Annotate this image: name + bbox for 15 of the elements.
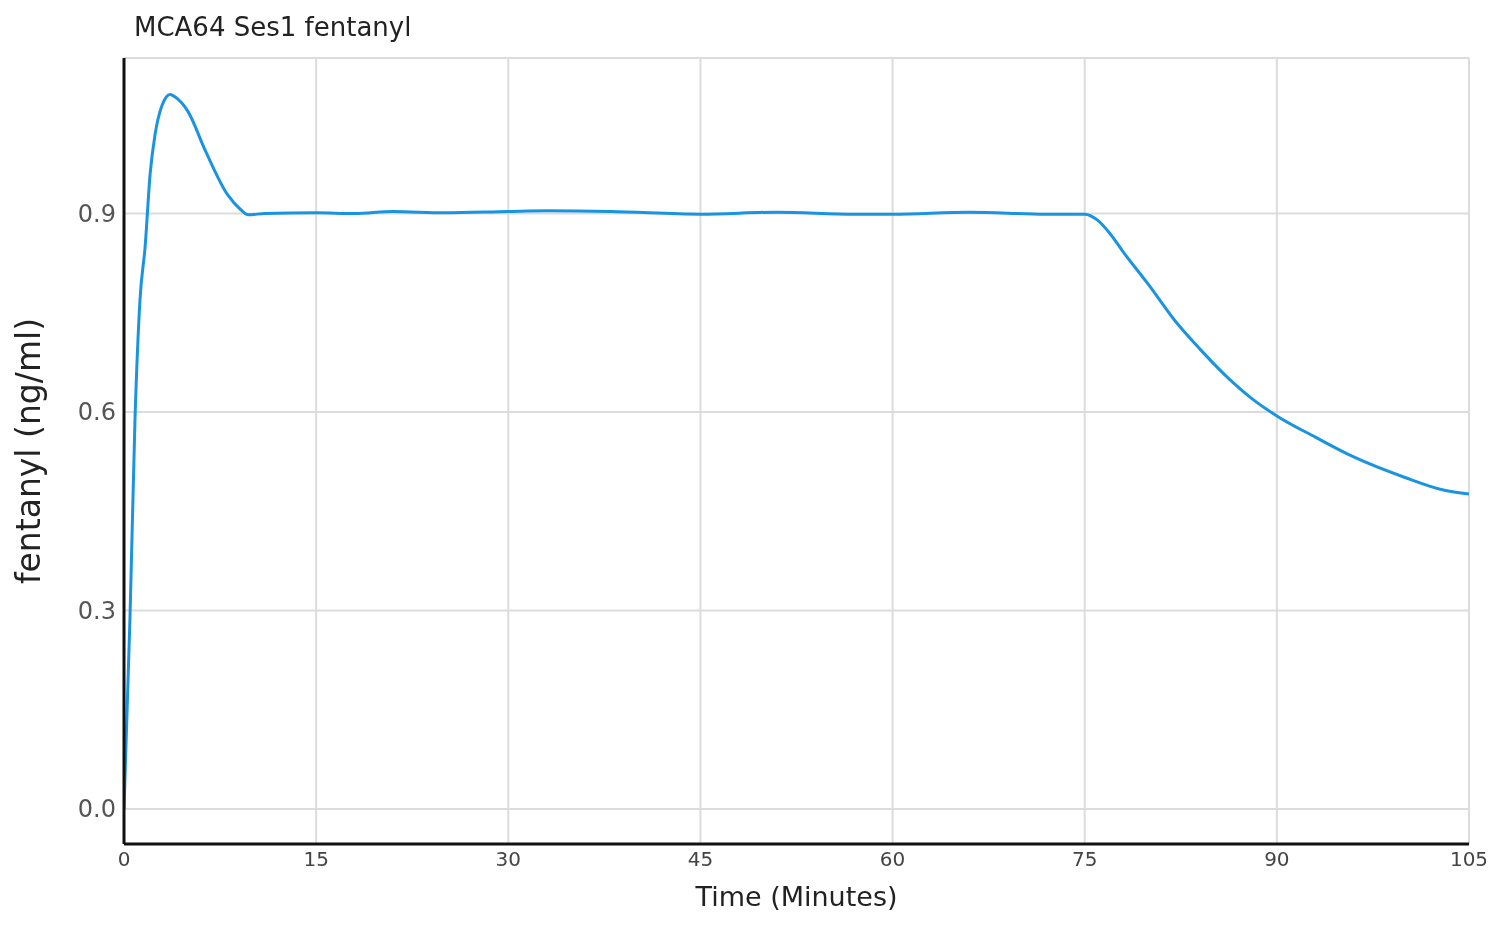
y-tick-label: 0.9: [77, 200, 116, 228]
chart-title: MCA64 Ses1 fentanyl: [134, 12, 412, 42]
x-tick-label: 60: [879, 847, 906, 872]
y-tick-label: 0.6: [77, 398, 116, 427]
x-tick-label: 45: [687, 847, 714, 872]
x-tick-label: 0: [117, 847, 131, 872]
x-tick-label: 75: [1071, 847, 1098, 872]
y-axis-title: fentanyl (ng/ml): [8, 317, 48, 585]
y-tick-label: 0.0: [77, 795, 116, 824]
x-axis-title: Time (Minutes): [694, 881, 898, 912]
y-tick-label: 0.3: [77, 596, 116, 625]
x-tick-label: 105: [1449, 847, 1489, 872]
x-tick-label: 15: [303, 847, 329, 872]
x-tick-label: 90: [1264, 847, 1290, 872]
x-tick-label: 30: [495, 847, 522, 872]
